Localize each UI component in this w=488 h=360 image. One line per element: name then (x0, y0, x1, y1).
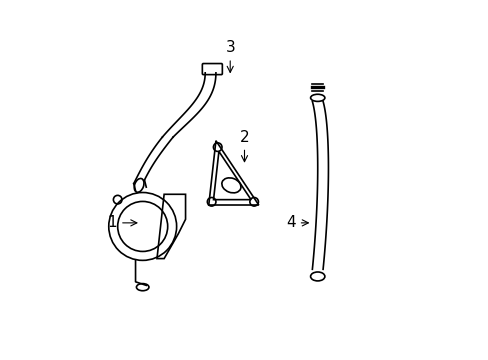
Text: 2: 2 (239, 130, 249, 162)
Text: 4: 4 (285, 215, 308, 230)
Text: 3: 3 (225, 40, 235, 72)
Text: 1: 1 (107, 215, 137, 230)
